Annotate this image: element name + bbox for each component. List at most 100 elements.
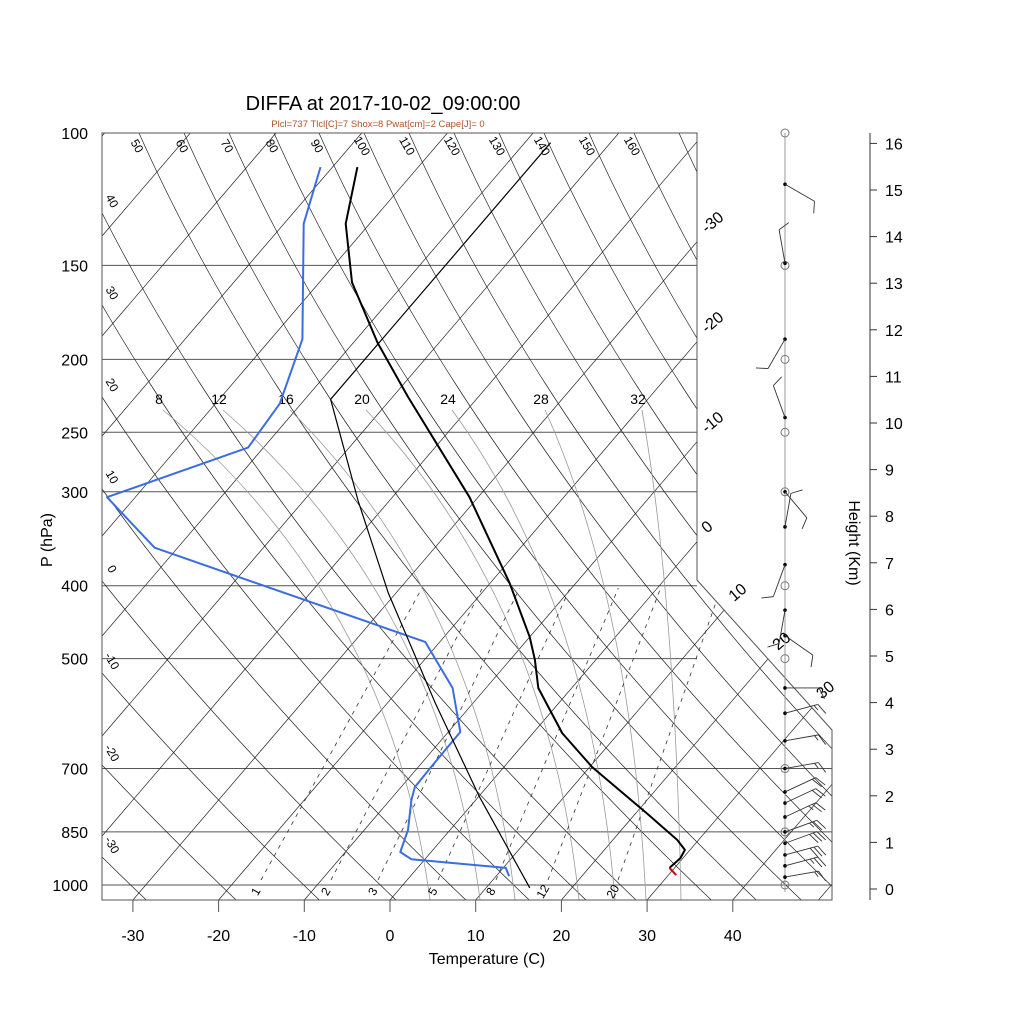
dry-adiabat-line — [949, 133, 1024, 903]
height-tick-label: 9 — [885, 463, 894, 480]
wind-barb-feather — [818, 870, 827, 882]
wind-barb-feather — [755, 367, 769, 370]
wind-barb-feather — [814, 763, 819, 769]
wind-dot — [783, 415, 787, 420]
dry-adiabat-line — [102, 672, 323, 900]
wind-barbs — [755, 128, 827, 892]
moist-adiabat-label: 12 — [211, 391, 227, 407]
dry-adiabat-label: 30 — [103, 284, 122, 303]
wind-barb-shaft — [784, 734, 819, 742]
dry-adiabat-line — [453, 133, 832, 900]
height-tick-label: 13 — [885, 276, 903, 293]
wind-barb-feather — [813, 201, 815, 214]
dry-adiabat-line — [363, 133, 832, 900]
dry-adiabat-line — [138, 133, 715, 900]
isotherm-line — [389, 133, 832, 900]
mixing-ratio-line — [617, 587, 722, 881]
wind-barb-feather — [818, 687, 825, 699]
wind-barb-feather — [815, 788, 826, 797]
dry-adiabat-label: 60 — [173, 137, 192, 156]
profiles — [106, 142, 686, 889]
dry-adiabat-label: 140 — [531, 134, 553, 159]
p-tick-label: 300 — [61, 485, 88, 502]
x-tick-label: -20 — [207, 928, 230, 945]
wind-barb-feather — [811, 789, 822, 799]
wind-barb-feather — [761, 596, 774, 599]
moist-adiabat-line — [222, 409, 481, 900]
wind-barb-feather — [809, 822, 815, 828]
wind-barb-shaft — [772, 385, 786, 418]
wind-barb-feather — [814, 871, 819, 877]
isotherm-line — [102, 133, 277, 900]
height-tick-label: 7 — [885, 556, 894, 573]
wind-barb-shaft — [784, 635, 814, 656]
height-tick-label: 1 — [885, 835, 894, 852]
dry-adiabat-line — [723, 133, 832, 900]
dry-adiabat-line — [228, 133, 805, 900]
dry-adiabat-label: -20 — [102, 742, 123, 764]
mixing-ratio-line — [330, 587, 483, 881]
dry-adiabat-line — [273, 133, 832, 900]
dry-adiabat-line — [102, 304, 592, 900]
mixing-ratio-line — [377, 587, 521, 881]
isotherm-label: 0 — [699, 518, 717, 537]
p-tick-label: 1000 — [52, 878, 88, 895]
isotherm-line — [102, 133, 620, 900]
isotherm-label: -30 — [699, 209, 728, 237]
standard-level-circle — [780, 128, 790, 138]
dry-adiabat-label: 10 — [103, 468, 122, 487]
dry-adiabat-label: 100 — [351, 134, 373, 159]
mixing-ratio-label: 5 — [425, 885, 441, 898]
y-axis-label: P (hPa) — [39, 513, 56, 567]
x-tick-label: -30 — [121, 928, 144, 945]
x-tick-label: 20 — [553, 928, 571, 945]
dry-adiabat-label: -10 — [102, 650, 123, 672]
height-tick-label: 11 — [885, 369, 902, 386]
moist-adiabat-label: 32 — [630, 391, 646, 407]
wind-barb-feather — [818, 734, 827, 745]
mixing-ratio-label: 1 — [248, 885, 264, 898]
height-tick-label: 4 — [885, 696, 894, 713]
height-tick-label: 2 — [885, 789, 894, 806]
wind-barb-shaft — [784, 762, 819, 769]
moist-adiabat-label: 20 — [354, 391, 370, 407]
dry-adiabat-label: 40 — [103, 192, 122, 211]
wind-barb-feather — [816, 831, 827, 841]
dry-adiabat-line — [102, 212, 640, 900]
standard-level-circle — [780, 827, 790, 837]
standard-level-circle — [780, 654, 790, 664]
height-tick-label: 3 — [885, 742, 894, 759]
standard-level-circle — [780, 487, 790, 497]
wind-barb-feather — [817, 704, 827, 714]
parcel-line — [330, 142, 552, 889]
isotherm-line — [646, 133, 832, 900]
height-tick-label: 8 — [885, 509, 894, 526]
dry-adiabat-line — [498, 133, 832, 900]
p-tick-label: 200 — [61, 352, 88, 369]
p-tick-label: 400 — [61, 579, 88, 596]
mixing-ratio-label: 12 — [533, 882, 552, 901]
isotherm-label: 30 — [814, 678, 839, 703]
dry-adiabat-label: 70 — [218, 137, 237, 156]
x-axis-label: Temperature (C) — [429, 951, 545, 968]
wind-barb-feather — [815, 802, 826, 811]
moist-adiabat-line — [365, 409, 580, 900]
wind-barb-feather — [817, 856, 827, 867]
wind-barb-shaft — [784, 703, 818, 714]
x-tick-label: -10 — [293, 928, 316, 945]
wind-barb-feather — [773, 376, 782, 386]
wind-barb-feather — [808, 805, 814, 811]
wind-barb-shaft — [772, 564, 786, 597]
isotherm-label: -20 — [699, 309, 728, 337]
isotherm-line — [102, 133, 191, 900]
mixing-ratio-label: 20 — [603, 882, 622, 901]
height-tick-label: 5 — [885, 649, 894, 666]
p-tick-label: 850 — [61, 825, 88, 842]
isotherm-line — [102, 133, 362, 900]
wind-barb-shaft — [784, 870, 819, 878]
chart-subtitle: Plcl=737 Tlcl[C]=7 Shox=8 Pwat[cm]=2 Cap… — [271, 119, 484, 130]
x-tick-label: 0 — [386, 928, 395, 945]
dry-adiabat-line — [102, 764, 242, 900]
height-tick-label: 10 — [885, 416, 903, 433]
